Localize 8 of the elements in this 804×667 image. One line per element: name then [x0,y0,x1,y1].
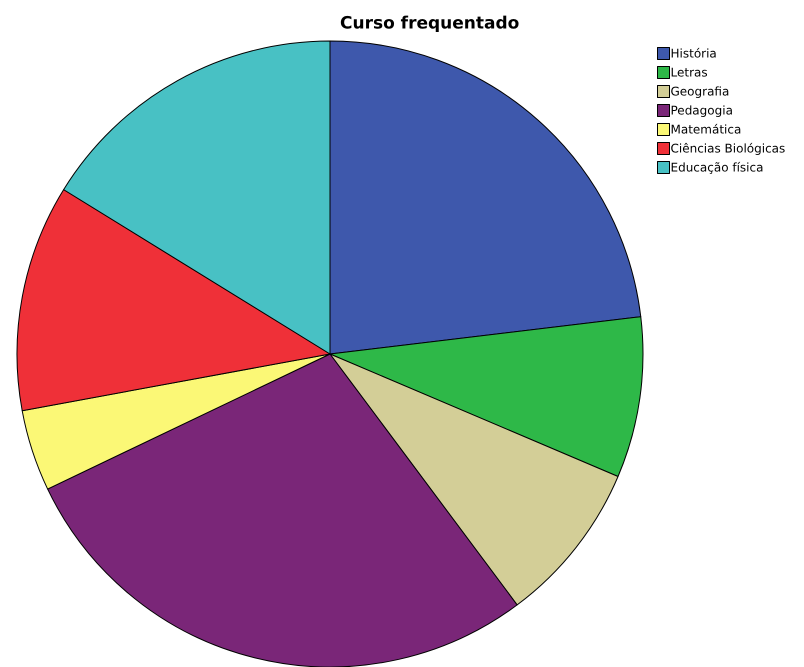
legend-label: Geografia [670,84,730,98]
legend-label: Matemática [670,122,742,136]
chart-title: Curso frequentado [340,14,520,34]
legend-label: Educação física [670,160,764,174]
legend-label: Ciências Biológicas [670,142,786,156]
legend-label: Pedagogia [670,104,733,118]
legend-label: História [670,46,717,60]
legend-label: Letras [670,66,708,80]
